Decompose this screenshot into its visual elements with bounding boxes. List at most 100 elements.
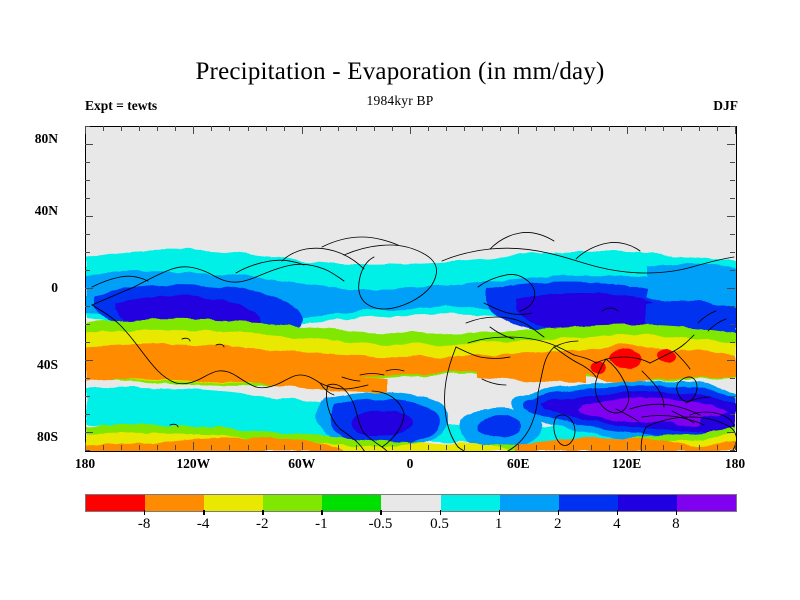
colorbar-band-yellow-green (263, 495, 323, 511)
y-tick-mark-right (730, 162, 735, 163)
y-tick-mark-right (727, 216, 735, 217)
x-tick-180w: 180 (74, 456, 96, 471)
x-tick-mark-top (373, 126, 375, 131)
x-tick-mark-top (662, 126, 664, 131)
x-tick-mark (175, 445, 177, 450)
x-tick-mark-top (85, 126, 86, 134)
x-tick-mark-top (716, 126, 718, 131)
y-tick-mark-right (730, 414, 735, 415)
x-tick-60w: 60W (288, 456, 316, 471)
x-tick-mark-top (139, 126, 141, 131)
colorbar-label--1: -1 (315, 516, 328, 532)
y-tick-mark (85, 288, 93, 289)
colorbar-band-light-gray (381, 495, 441, 511)
x-tick-mark-top (482, 126, 484, 131)
y-tick-mark-right (730, 450, 735, 451)
colorbar-band-dark-blue (617, 495, 677, 511)
colorbar-label-2: 2 (553, 516, 562, 532)
colorbar-tick-marks (85, 510, 735, 516)
x-tick-mark-top (103, 126, 105, 131)
y-tick-mark (85, 378, 90, 379)
x-tick-mark (608, 445, 610, 450)
colorbar-tick (498, 510, 501, 515)
y-tick-mark-right (730, 270, 735, 271)
x-tick-mark-top (211, 126, 213, 131)
x-tick-mark (482, 445, 484, 450)
x-tick-mark (410, 442, 411, 450)
y-tick-mark (85, 306, 90, 307)
x-tick-mark-top (283, 126, 285, 131)
y-tick-mark (85, 396, 90, 397)
x-tick-mark-top (175, 126, 177, 131)
colorbar-band-violet (676, 495, 737, 511)
y-tick-mark (85, 432, 93, 433)
x-tick-mark (211, 445, 213, 450)
x-tick-mark (716, 445, 718, 450)
x-tick-mark (85, 442, 86, 450)
colorbar-label--8: -8 (137, 516, 151, 532)
x-tick-mark (247, 445, 249, 450)
colorbar-tick (616, 510, 619, 515)
x-tick-mark-top (247, 126, 249, 131)
x-tick-mark (500, 445, 502, 450)
x-tick-mark (446, 445, 448, 450)
y-tick-mark-right (730, 180, 735, 181)
chart-subtitle: 1984kyr BP (366, 93, 434, 108)
y-tick-40n: 40N (34, 203, 58, 219)
x-tick-mark-top (428, 126, 430, 131)
y-tick-mark (85, 414, 90, 415)
x-tick-mark (626, 442, 628, 450)
x-tick-mark-top (229, 126, 231, 131)
x-tick-mark (301, 442, 303, 450)
y-tick-mark (85, 180, 90, 181)
season-label: DJF (713, 98, 738, 113)
x-tick-mark (464, 445, 466, 450)
x-tick-mark-top (121, 126, 123, 131)
y-tick-mark-right (730, 126, 735, 127)
y-tick-mark-right (727, 360, 735, 361)
colorbar-label--4: -4 (196, 516, 210, 532)
x-tick-mark (373, 445, 375, 450)
colorbar-label-0.5: 0.5 (430, 516, 449, 532)
x-tick-mark-top (608, 126, 610, 131)
y-tick-mark-right (730, 396, 735, 397)
colorbar-tick (321, 510, 323, 515)
x-tick-mark (590, 445, 592, 450)
colorbar-tick (439, 510, 441, 515)
x-tick-mark (428, 445, 430, 450)
y-tick-mark-right (727, 144, 735, 145)
colorbar-tick (144, 510, 146, 515)
y-tick-mark (85, 162, 90, 163)
x-tick-mark-top (301, 126, 303, 134)
colorbar-label-4: 4 (613, 516, 621, 532)
precipitation-evaporation-heatmap (86, 127, 736, 451)
y-tick-mark-right (730, 306, 735, 307)
y-tick-40s: 40S (36, 356, 58, 372)
y-tick-0: 0 (51, 280, 58, 295)
x-tick-mark (229, 445, 231, 450)
y-tick-mark-right (730, 252, 735, 253)
x-tick-mark-top (265, 126, 267, 131)
x-tick-mark (265, 445, 267, 450)
y-tick-mark-right (730, 378, 735, 379)
x-tick-mark (319, 445, 321, 450)
x-tick-mark (554, 445, 556, 450)
x-tick-mark (644, 445, 646, 450)
x-tick-120w: 120W (176, 456, 211, 471)
x-tick-60e: 60E (507, 456, 530, 471)
x-tick-mark-top (464, 126, 466, 131)
colorbar-band-yellow (204, 495, 264, 511)
colorbar-band-light-blue (499, 495, 559, 511)
x-tick-mark-top (391, 126, 393, 131)
y-tick-mark (85, 234, 90, 235)
x-tick-120e: 120E (612, 456, 642, 471)
x-tick-mark-top (518, 126, 520, 134)
x-tick-mark-top (337, 126, 339, 131)
x-tick-mark-top (536, 126, 538, 131)
x-tick-180e: 180 (724, 456, 746, 471)
colorbar-band-red (86, 495, 146, 511)
x-tick-mark (103, 445, 105, 450)
colorbar-tick (380, 510, 382, 515)
y-tick-80s: 80S (36, 428, 58, 444)
